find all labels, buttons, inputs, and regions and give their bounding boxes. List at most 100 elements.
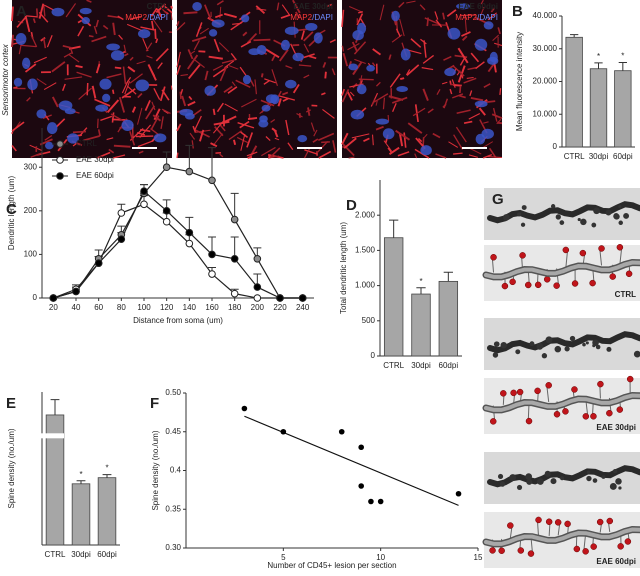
spine-blob xyxy=(605,209,612,216)
nucleus xyxy=(27,78,38,91)
y-axis-label: Total dendritic length (um) xyxy=(339,222,348,314)
texture xyxy=(55,118,66,128)
texture xyxy=(25,15,38,18)
nucleus xyxy=(489,51,498,63)
texture xyxy=(487,156,503,159)
texture xyxy=(400,77,405,80)
spine-head xyxy=(606,409,613,417)
texture xyxy=(136,60,146,65)
texture xyxy=(459,57,466,66)
texture xyxy=(309,55,317,60)
spine-head xyxy=(597,380,604,388)
texture xyxy=(442,12,446,20)
texture xyxy=(326,3,333,7)
panel-letter: B xyxy=(512,3,523,20)
texture xyxy=(279,49,289,62)
texture xyxy=(468,154,479,158)
spine-head xyxy=(553,410,561,418)
nucleus xyxy=(456,3,470,10)
texture xyxy=(239,66,247,76)
texture xyxy=(371,62,376,67)
texture xyxy=(358,11,363,14)
texture xyxy=(407,49,422,55)
texture xyxy=(317,132,335,142)
texture xyxy=(30,34,38,48)
texture xyxy=(389,73,401,88)
texture xyxy=(155,3,167,14)
spine-head xyxy=(562,408,569,415)
texture xyxy=(379,4,385,21)
spine-blob xyxy=(492,352,499,358)
texture xyxy=(247,155,253,159)
spine-head xyxy=(543,276,551,283)
nucleus xyxy=(240,14,250,23)
series-line xyxy=(53,190,303,299)
spine-head xyxy=(571,280,579,287)
texture xyxy=(322,108,335,119)
texture xyxy=(263,80,270,85)
texture xyxy=(347,42,360,51)
texture xyxy=(189,132,196,140)
texture xyxy=(487,12,497,21)
nucleus xyxy=(352,30,364,41)
x-tick-label: 15 xyxy=(474,553,483,562)
spine-head xyxy=(545,518,553,525)
texture xyxy=(351,133,370,139)
spine-head xyxy=(624,538,632,545)
nucleus xyxy=(475,133,486,145)
texture xyxy=(436,88,441,95)
y-tick-label: 1.500 xyxy=(355,246,376,255)
texture xyxy=(397,151,410,157)
spine-head xyxy=(582,413,590,420)
texture xyxy=(129,131,136,146)
texture xyxy=(422,54,435,64)
texture xyxy=(303,31,314,42)
texture xyxy=(354,58,366,65)
x-tick-label: 220 xyxy=(273,303,287,312)
spine-blob xyxy=(515,349,521,355)
texture xyxy=(212,133,223,147)
texture xyxy=(204,70,209,81)
texture xyxy=(359,75,363,85)
stain-blue: /DAPI xyxy=(147,13,168,22)
point xyxy=(162,217,171,226)
texture xyxy=(285,65,293,69)
texture xyxy=(281,4,291,17)
x-tick-label: 200 xyxy=(251,303,265,312)
stain-label: MAP2/DAPI xyxy=(455,13,498,22)
texture xyxy=(375,81,381,87)
nucleus xyxy=(79,7,92,15)
panel-letter: F xyxy=(150,395,159,412)
bar xyxy=(589,68,608,148)
y-tick-label: 30.000 xyxy=(533,44,558,53)
nucleus xyxy=(396,85,408,92)
texture xyxy=(161,89,170,101)
spine-blob xyxy=(609,483,617,490)
texture xyxy=(420,38,427,45)
texture xyxy=(241,98,257,108)
stain-red: MAP2 xyxy=(455,13,477,22)
texture xyxy=(227,86,238,94)
texture xyxy=(455,126,467,143)
texture xyxy=(499,88,502,96)
error-bar xyxy=(416,287,426,295)
texture xyxy=(170,85,173,90)
texture xyxy=(392,103,397,112)
spine-blob xyxy=(559,220,565,225)
y-tick-label: 0.45 xyxy=(165,427,181,436)
nucleus xyxy=(444,68,456,77)
point xyxy=(253,294,262,302)
texture xyxy=(42,38,47,49)
texture xyxy=(213,38,220,52)
texture xyxy=(68,54,80,63)
texture xyxy=(383,140,392,152)
spine-head xyxy=(554,519,562,526)
spine-head xyxy=(590,413,597,420)
stain-red: MAP2 xyxy=(290,13,312,22)
texture xyxy=(421,67,434,71)
nucleus xyxy=(474,38,488,51)
texture xyxy=(121,88,136,99)
texture xyxy=(117,15,124,21)
texture xyxy=(449,88,453,95)
bar xyxy=(614,70,632,148)
